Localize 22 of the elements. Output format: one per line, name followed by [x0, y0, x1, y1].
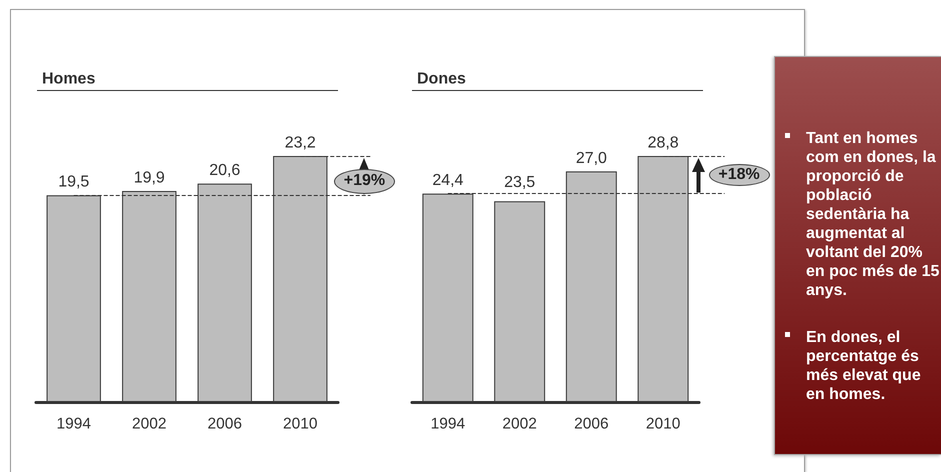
annotation: +19%: [334, 168, 395, 194]
chart-title: Dones: [417, 70, 466, 88]
x-tick-label: 2006: [208, 416, 242, 432]
x-tick-label: 2010: [283, 416, 318, 432]
data-label: 19,9: [134, 169, 165, 186]
x-tick-label: 2002: [132, 416, 166, 432]
data-label: 23,5: [504, 174, 536, 192]
x-tick-label: 2006: [574, 416, 609, 432]
text: +18%: [708, 164, 770, 186]
x-tick-label: 2010: [646, 416, 681, 432]
chart-title: Homes: [42, 70, 96, 88]
data-label: 20,6: [209, 162, 240, 180]
text: Tant en homes com en dones, la proporció de població sedentària ha augmentat al voltant del 20% en poc més de 15 anys.: [806, 130, 940, 299]
x-tick-label: 1994: [430, 416, 466, 432]
data-label: 28,8: [648, 134, 679, 152]
data-label: 27,0: [576, 150, 608, 167]
x-tick-label: 2002: [502, 416, 537, 432]
x-tick-label: 1994: [56, 416, 92, 432]
data-label: 19,5: [58, 174, 90, 191]
text: En dones, el percentatge és més elevat que en homes.: [806, 329, 921, 403]
data-label: 24,4: [432, 172, 464, 190]
data-label: 23,2: [284, 134, 316, 152]
